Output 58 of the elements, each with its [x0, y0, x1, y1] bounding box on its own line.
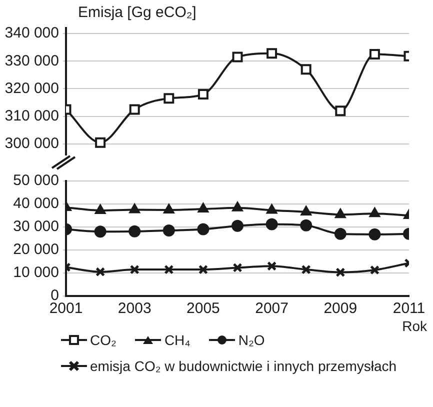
y-tick-label: 300 000 [4, 135, 59, 152]
point [198, 89, 208, 100]
point [369, 48, 380, 60]
point [301, 264, 311, 274]
point [266, 218, 278, 230]
x-tick-label: 2003 [118, 300, 152, 318]
point [267, 261, 277, 271]
point [300, 219, 312, 232]
point [266, 204, 278, 214]
point [164, 264, 174, 274]
y-axis-title: Emisja [Gg eCO₂] [78, 4, 196, 21]
point [164, 204, 174, 214]
point [96, 267, 106, 277]
point [198, 264, 208, 274]
x-tick-label: 2001 [49, 300, 83, 318]
point [368, 228, 381, 240]
point [336, 268, 346, 278]
point [370, 265, 380, 275]
point [128, 225, 141, 238]
point [130, 264, 140, 274]
y-tick-label: 10 000 [13, 264, 59, 282]
y-tick-label: 50 000 [13, 172, 59, 190]
x-tick-label: 2005 [186, 300, 220, 318]
point [369, 208, 380, 218]
point [95, 137, 106, 148]
x-tick-label: 2007 [255, 300, 288, 318]
legend-label: CH₄ [164, 332, 190, 348]
y-tick-label: 340 000 [4, 24, 59, 42]
point [198, 203, 209, 213]
y-tick-label: 20 000 [13, 241, 59, 258]
point [335, 208, 346, 218]
y-tick-label: 320 000 [4, 80, 59, 97]
point [300, 64, 312, 75]
x-axis-title: Rok [402, 318, 427, 334]
x-tick-label: 2009 [324, 300, 358, 318]
point [232, 202, 243, 212]
point [129, 104, 140, 115]
legend-label: emisja CO₂ w budownictwie i innych przemysłach [90, 358, 397, 374]
point [232, 262, 242, 272]
point [232, 220, 244, 232]
point [94, 226, 106, 238]
y-tick-label: 330 000 [4, 52, 59, 70]
y-tick-label: 40 000 [13, 195, 59, 212]
y-tick-label: 30 000 [13, 218, 59, 236]
point [94, 204, 106, 214]
legend-label: CO₂ [90, 332, 116, 348]
x-tick-label: 2011 [392, 300, 426, 318]
point [232, 52, 243, 62]
point [335, 106, 346, 116]
y-tick-label: 310 000 [4, 107, 59, 124]
point [300, 206, 312, 216]
point [164, 93, 174, 104]
point [197, 223, 210, 236]
point [334, 228, 346, 240]
point [266, 48, 278, 59]
point [129, 204, 140, 214]
legend-label: N₂O [238, 332, 265, 348]
point [162, 224, 175, 236]
